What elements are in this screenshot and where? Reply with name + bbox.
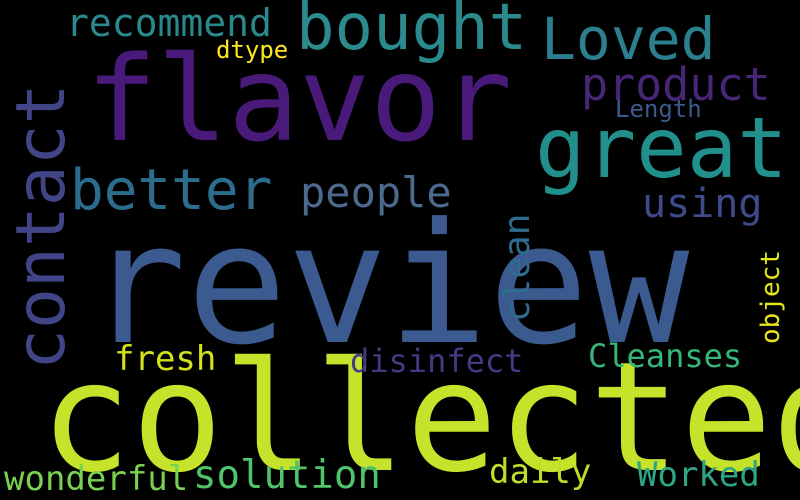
word-using: using <box>642 181 763 227</box>
word-fresh: fresh <box>114 339 217 379</box>
word-review: review <box>86 188 690 382</box>
word-loved: Loved <box>541 5 716 73</box>
word-clean: clean <box>497 213 538 322</box>
word-wonderful: wonderful <box>4 459 189 499</box>
word-recommend: recommend <box>66 1 272 45</box>
word-people: people <box>300 168 452 217</box>
word-dtype: dtype <box>216 36 289 64</box>
word-daily: daily <box>489 452 592 492</box>
word-contact: contact <box>2 83 81 370</box>
word-object: object <box>756 250 786 344</box>
word-cleanses: Cleanses <box>588 337 743 375</box>
word-worked: Worked <box>637 455 760 495</box>
word-collected: collected <box>40 329 800 500</box>
word-great: great <box>535 99 788 197</box>
word-disinfect: disinfect <box>350 342 524 380</box>
word-bought: bought <box>296 0 528 65</box>
word-better: better <box>70 158 273 223</box>
word-product: product <box>581 58 771 111</box>
word-flavor: flavor <box>86 30 513 168</box>
word-solution: solution <box>193 453 381 498</box>
word-length: Length <box>615 95 702 123</box>
